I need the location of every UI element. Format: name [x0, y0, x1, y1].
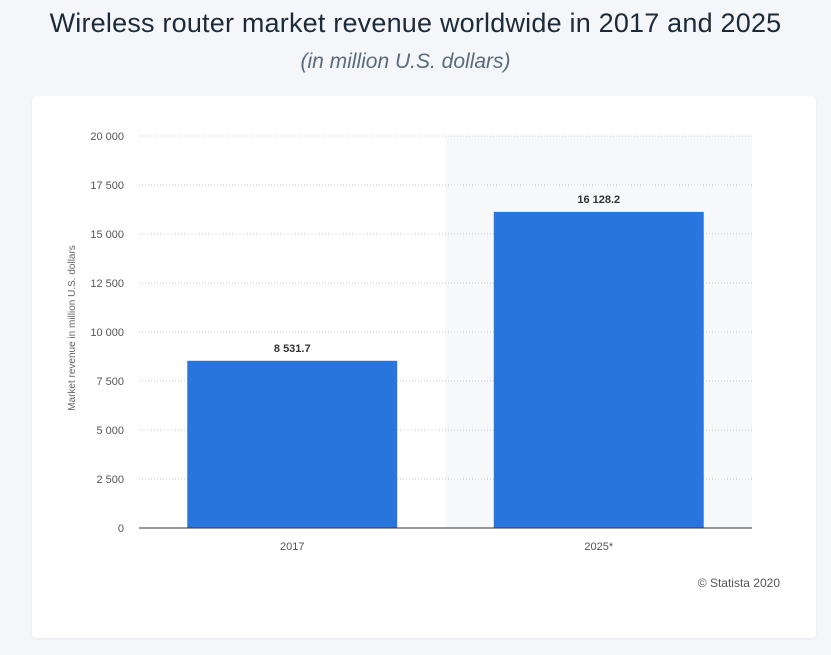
y-tick-label: 10 000	[90, 327, 124, 339]
y-axis-label: Market revenue in million U.S. dollars	[67, 245, 78, 411]
x-tick-label: 2017	[280, 541, 304, 553]
label-layer: 0 2 500 5 000 7 500 10 000 12 500 15 000 17 500…	[90, 131, 620, 553]
y-tick-label: 2 500	[96, 474, 124, 486]
bar-value-label: 8 531.7	[274, 343, 311, 355]
bar[interactable]	[493, 211, 704, 529]
y-tick-label: 7 500	[96, 376, 124, 388]
page-subtitle: (in million U.S. dollars)	[300, 50, 511, 73]
bar-value-label: 16 128.2	[577, 194, 620, 206]
statista-credit[interactable]: © Statista 2020	[697, 576, 780, 590]
y-tick-label: 17 500	[90, 180, 124, 192]
page-title: Wireless router market revenue worldwide…	[49, 8, 782, 38]
y-tick-label: 12 500	[90, 278, 124, 290]
bar[interactable]	[187, 360, 398, 528]
x-tick-label: 2025*	[584, 541, 613, 553]
bar-chart: 0 2 500 5 000 7 500 10 000 12 500 15 000 17 500…	[67, 131, 752, 553]
y-tick-label: 0	[118, 523, 124, 535]
chart-card: 0 2 500 5 000 7 500 10 000 12 500 15 000 17 500…	[32, 96, 816, 638]
bar-layer	[187, 211, 704, 529]
y-tick-label: 20 000	[90, 131, 124, 143]
y-tick-label: 15 000	[90, 229, 124, 241]
y-tick-label: 5 000	[96, 425, 124, 437]
